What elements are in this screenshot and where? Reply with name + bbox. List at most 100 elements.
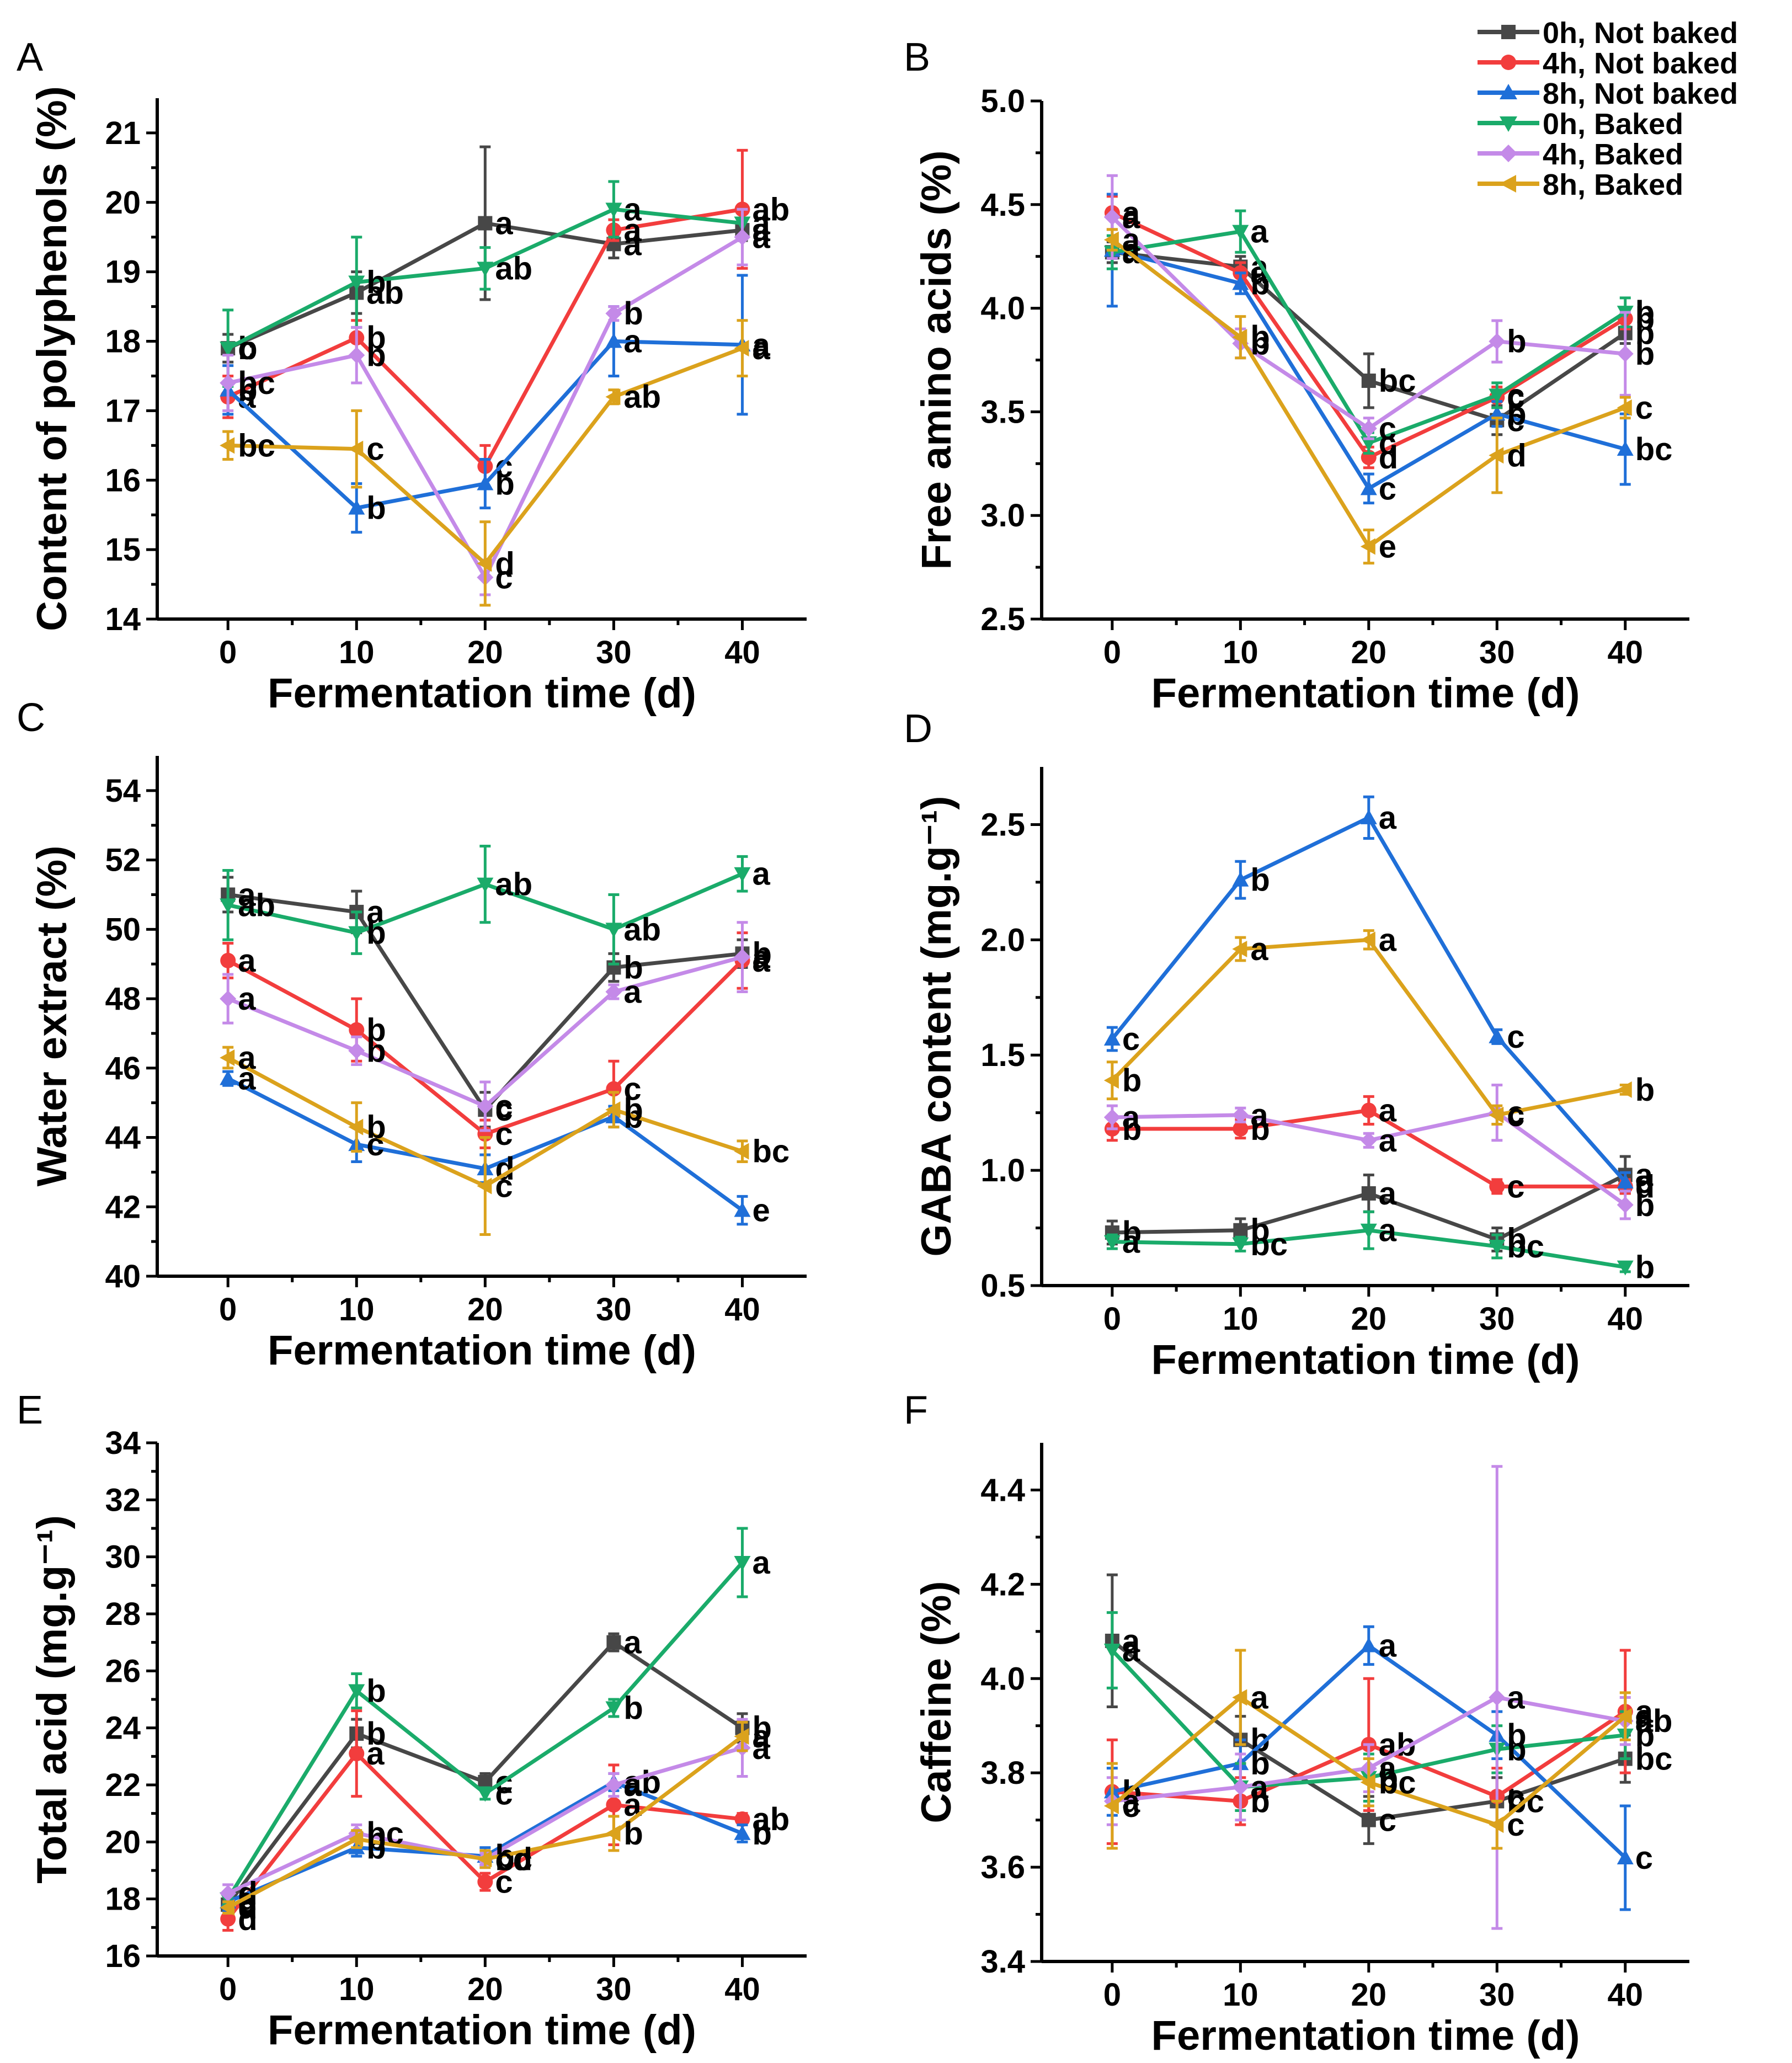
- diamond-marker-icon: [734, 948, 751, 966]
- y-axis-title: Total acid (mg.g⁻¹): [29, 1515, 76, 1884]
- significance-label: a: [1379, 1123, 1397, 1159]
- significance-label: d: [238, 1901, 257, 1937]
- significance-label: ab: [623, 379, 661, 415]
- diamond-marker-icon: [220, 375, 237, 392]
- significance-label: b: [1635, 295, 1655, 330]
- series: ab b ab ab a: [220, 844, 770, 966]
- series: a bc a bc b: [1103, 1210, 1655, 1286]
- significance-label: b: [623, 950, 643, 985]
- diamond-marker-icon: [1360, 420, 1377, 437]
- y-axis-title: GABA content (mg.g⁻¹): [913, 796, 960, 1256]
- triangle-down-marker-icon: [1489, 1239, 1506, 1255]
- legend-label: 0h, Not baked: [1543, 17, 1738, 50]
- diamond-marker-icon: [605, 1777, 622, 1793]
- x-tick-label: 10: [339, 1971, 375, 2007]
- significance-label: d: [238, 1890, 257, 1926]
- significance-label: c: [366, 431, 384, 467]
- triangle-left-marker-icon: [1617, 399, 1632, 416]
- significance-label: bc: [1635, 431, 1673, 467]
- circle-marker-icon: [477, 1874, 493, 1890]
- triangle-left-marker-icon: [1103, 1072, 1119, 1089]
- y-tick-label: 34: [105, 1425, 141, 1461]
- significance-label: c: [1379, 411, 1396, 446]
- triangle-down-marker-icon: [220, 898, 237, 914]
- significance-label: a: [1635, 1157, 1654, 1193]
- y-axis-title: Water extract (%): [29, 845, 76, 1186]
- triangle-up-marker-icon: [1232, 871, 1249, 887]
- significance-label: a: [1250, 1097, 1268, 1133]
- significance-label: ab: [752, 1801, 790, 1837]
- significance-label: ab: [752, 191, 790, 227]
- x-axis-title: Fermentation time (d): [268, 2007, 696, 2054]
- chart-panel-b: B 2.5 3.0 3.5 4.0 4.5 5.0 0 10 20 30 40 Fermentation…: [904, 35, 1689, 717]
- significance-label: b: [366, 1821, 386, 1857]
- significance-label: c: [1635, 1164, 1653, 1200]
- significance-label: b: [366, 1673, 386, 1709]
- panel-letter: A: [17, 35, 43, 79]
- triangle-left-marker-icon: [1103, 231, 1119, 248]
- significance-label: b: [623, 1816, 643, 1852]
- x-tick-label: 0: [219, 635, 237, 670]
- x-axis-title: Fermentation time (d): [1151, 2012, 1580, 2059]
- x-tick-label: 0: [1103, 1977, 1121, 2013]
- legend-marker-triangle-up-icon: [1500, 84, 1517, 99]
- significance-label: a: [1635, 1699, 1654, 1735]
- significance-label: e: [1379, 529, 1396, 565]
- legend-marker-circle-icon: [1501, 55, 1516, 70]
- diamond-marker-icon: [1232, 1778, 1249, 1795]
- circle-marker-icon: [220, 1911, 236, 1927]
- x-tick-label: 0: [1103, 1301, 1121, 1337]
- diamond-marker-icon: [1617, 1196, 1634, 1213]
- triangle-left-marker-icon: [734, 1728, 749, 1745]
- significance-label: b: [752, 936, 771, 972]
- circle-marker-icon: [1361, 1102, 1377, 1118]
- significance-label: a: [623, 1767, 642, 1803]
- legend-item: 8h, Baked: [1478, 168, 1683, 201]
- significance-label: a: [238, 981, 256, 1017]
- significance-label: a: [1122, 1633, 1140, 1668]
- triangle-left-marker-icon: [605, 388, 621, 406]
- significance-label: b: [1635, 1250, 1655, 1286]
- legend-label: 8h, Not baked: [1543, 77, 1738, 110]
- triangle-left-marker-icon: [477, 1851, 492, 1868]
- significance-label: b: [752, 1710, 771, 1746]
- significance-label: a: [752, 1730, 770, 1766]
- x-tick-label: 30: [1479, 1301, 1515, 1337]
- significance-label: b: [1122, 1774, 1142, 1810]
- significance-label: bc: [238, 365, 275, 401]
- y-tick-label: 2.5: [980, 601, 1025, 637]
- panel-letter: E: [17, 1388, 43, 1432]
- triangle-left-marker-icon: [1103, 1798, 1119, 1814]
- significance-label: c: [495, 1169, 513, 1204]
- triangle-up-marker-icon: [477, 475, 494, 491]
- significance-label: b: [366, 491, 386, 526]
- significance-label: b: [1635, 1718, 1655, 1753]
- significance-label: c: [1635, 1840, 1653, 1876]
- diamond-marker-icon: [1489, 333, 1506, 350]
- significance-label: b: [366, 915, 386, 951]
- significance-label: b: [1122, 1063, 1142, 1099]
- x-tick-label: 30: [1479, 1977, 1515, 2013]
- y-axis-title: Content of polyphenols (%): [29, 86, 76, 631]
- chart-panel-f: F 3.4 3.6 3.8 4.0 4.2 4.4 0 10 20 30 40 Fermentation…: [904, 1388, 1689, 2059]
- y-tick-label: 4.0: [980, 1661, 1025, 1697]
- triangle-left-marker-icon: [1360, 931, 1375, 948]
- x-tick-label: 10: [1223, 1301, 1258, 1337]
- x-tick-label: 10: [339, 635, 375, 670]
- x-tick-label: 40: [1608, 1977, 1644, 2013]
- significance-label: c: [1507, 1807, 1524, 1843]
- chart-panel-c: C 40 42 44 46 48 50 52 54 0 10 20 30 40 Fermentation t…: [17, 696, 807, 1374]
- significance-label: b: [366, 1716, 386, 1752]
- square-marker-icon: [606, 1635, 621, 1650]
- triangle-up-marker-icon: [1360, 809, 1377, 824]
- significance-label: cd: [495, 1841, 532, 1877]
- triangle-down-marker-icon: [734, 1556, 751, 1571]
- y-tick-label: 30: [105, 1539, 141, 1575]
